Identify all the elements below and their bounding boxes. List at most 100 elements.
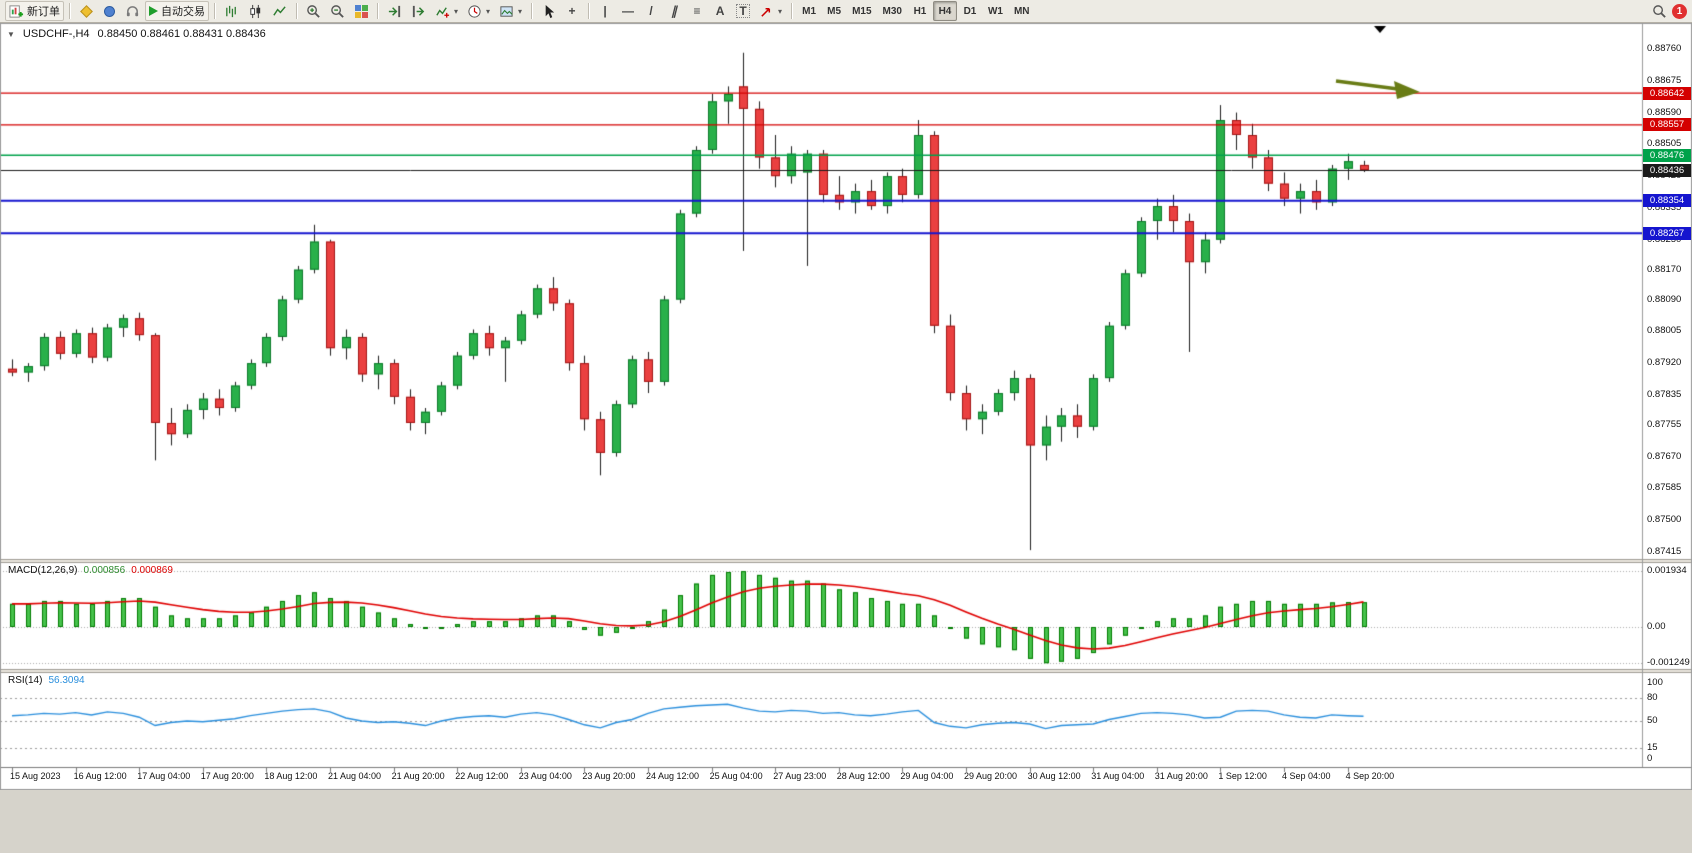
crosshair-button[interactable]: +	[561, 1, 583, 21]
rsi-name: RSI(14)	[8, 675, 43, 686]
time-axis-label: 18 Aug 12:00	[264, 771, 318, 781]
channel-button[interactable]: ∥	[663, 1, 685, 21]
current-price-badge: 0.88436	[1643, 163, 1691, 177]
new-order-button[interactable]: 新订单	[5, 1, 64, 21]
fibonacci-button[interactable]: ≡	[686, 1, 708, 21]
time-axis-label: 23 Aug 20:00	[582, 771, 636, 781]
rsi-label: RSI(14) 56.3094	[8, 675, 85, 686]
search-button[interactable]	[1648, 1, 1671, 21]
template-image-icon	[500, 5, 513, 17]
price-axis-label: 0.87585	[1647, 482, 1682, 494]
time-axis-label: 21 Aug 04:00	[328, 771, 382, 781]
price-axis-label: 0.87500	[1647, 514, 1682, 526]
window-menu-icon[interactable]: ▼	[7, 29, 15, 39]
timeframe-button-mn[interactable]: MN	[1009, 1, 1035, 21]
rsi-axis-label: 80	[1647, 692, 1658, 704]
crosshair-icon: +	[568, 4, 576, 18]
search-icon	[1653, 4, 1666, 18]
auto-trading-button[interactable]: 自动交易	[145, 1, 209, 21]
market-diamond-icon	[79, 4, 93, 18]
tile-windows-icon	[354, 4, 368, 18]
price-level-badge: 0.88354	[1643, 194, 1691, 208]
time-axis-label: 17 Aug 20:00	[200, 771, 254, 781]
price-axis[interactable]: 0.887600.886750.885900.885050.884200.883…	[1643, 23, 1692, 767]
notification-badge[interactable]: 1	[1672, 3, 1687, 19]
window-background	[0, 790, 1692, 853]
timeframe-button-m5[interactable]: M5	[822, 1, 846, 21]
price-level-badge: 0.88476	[1643, 148, 1691, 162]
cursor-icon	[545, 4, 555, 18]
chart-ohlc-values: 0.88450 0.88461 0.88431 0.88436	[97, 28, 266, 40]
price-level-badge: 0.88267	[1643, 226, 1691, 240]
macd-label: MACD(12,26,9) 0.000856 0.000869	[8, 565, 173, 576]
price-level-badge: 0.88557	[1643, 118, 1691, 132]
line-chart-button[interactable]	[268, 1, 291, 21]
market-button[interactable]	[75, 1, 97, 21]
price-axis-label: 0.88590	[1647, 106, 1682, 118]
play-icon	[149, 6, 158, 16]
dropdown-arrow-icon: ▾	[778, 6, 783, 16]
rsi-panel-splitter[interactable]	[0, 669, 1692, 673]
community-button[interactable]	[98, 1, 120, 21]
tile-windows-button[interactable]	[350, 1, 372, 21]
horizontal-line-icon: —	[622, 4, 635, 18]
text-button[interactable]: A	[709, 1, 731, 21]
macd-axis-label: -0.001249	[1647, 657, 1690, 669]
price-axis-label: 0.87835	[1647, 388, 1682, 400]
separator	[214, 3, 215, 19]
zoom-out-button[interactable]	[326, 1, 349, 21]
candlestick-chart-icon	[250, 4, 261, 18]
time-axis-label: 1 Sep 12:00	[1218, 771, 1267, 781]
chart-canvas[interactable]	[0, 23, 1692, 790]
text-label-button[interactable]: T	[732, 1, 754, 21]
separator	[296, 3, 297, 19]
macd-axis-label: 0.00	[1647, 621, 1666, 632]
indicators-button[interactable]: ▾	[431, 1, 462, 21]
price-axis-label: 0.88005	[1647, 325, 1682, 337]
rsi-axis-label: 0	[1647, 753, 1653, 764]
timeframe-button-w1[interactable]: W1	[983, 1, 1008, 21]
auto-scroll-button[interactable]	[383, 1, 406, 21]
timeframe-button-m1[interactable]: M1	[797, 1, 821, 21]
trendline-icon: /	[649, 4, 653, 18]
horizontal-line-button[interactable]: —	[617, 1, 639, 21]
chart-shift-button[interactable]	[407, 1, 430, 21]
macd-signal-value: 0.000869	[131, 565, 173, 576]
community-icon	[103, 5, 115, 17]
support-button[interactable]	[121, 1, 144, 21]
arrow-tool-icon	[761, 7, 771, 17]
periods-button[interactable]: ▾	[463, 1, 494, 21]
price-axis-label: 0.88335	[1647, 201, 1682, 213]
zoom-in-button[interactable]	[302, 1, 325, 21]
separator	[531, 3, 533, 19]
rsi-axis-label: 100	[1647, 677, 1663, 688]
text-icon: A	[715, 4, 725, 18]
timeframe-button-h4[interactable]: H4	[932, 1, 957, 21]
time-axis-label: 4 Sep 20:00	[1345, 771, 1395, 781]
separator	[69, 3, 70, 19]
timeframe-button-h1[interactable]: H1	[908, 1, 932, 21]
trendline-button[interactable]: /	[640, 1, 662, 21]
headset-icon	[126, 5, 139, 16]
macd-axis-label: 0.001934	[1647, 565, 1687, 576]
price-axis-label: 0.87670	[1647, 450, 1682, 462]
timeframe-button-m30[interactable]: M30	[878, 1, 907, 21]
time-axis-label: 17 Aug 04:00	[137, 771, 191, 781]
templates-button[interactable]: ▾	[495, 1, 526, 21]
arrows-button[interactable]: ▾	[755, 1, 786, 21]
price-axis-label: 0.88090	[1647, 293, 1682, 305]
bar-chart-icon	[226, 5, 236, 17]
timeframe-group: M1 M5 M15 M30 H1 H4 D1 W1 MN	[797, 1, 1034, 21]
zoom-out-icon	[331, 4, 344, 18]
new-order-label: 新订单	[27, 6, 60, 18]
timeframe-button-m15[interactable]: M15	[847, 1, 876, 21]
candlestick-chart-button[interactable]	[244, 1, 267, 21]
text-label-icon: T	[736, 4, 750, 18]
vertical-line-button[interactable]: |	[594, 1, 616, 21]
macd-panel-splitter[interactable]	[0, 559, 1692, 563]
bar-chart-button[interactable]	[220, 1, 243, 21]
timeframe-button-d1[interactable]: D1	[958, 1, 982, 21]
time-axis[interactable]: 15 Aug 2023 16 Aug 12:00 17 Aug 04:00 17 Au…	[0, 768, 1692, 788]
cursor-button[interactable]	[537, 1, 560, 21]
time-axis-label: 15 Aug 2023	[10, 771, 61, 781]
